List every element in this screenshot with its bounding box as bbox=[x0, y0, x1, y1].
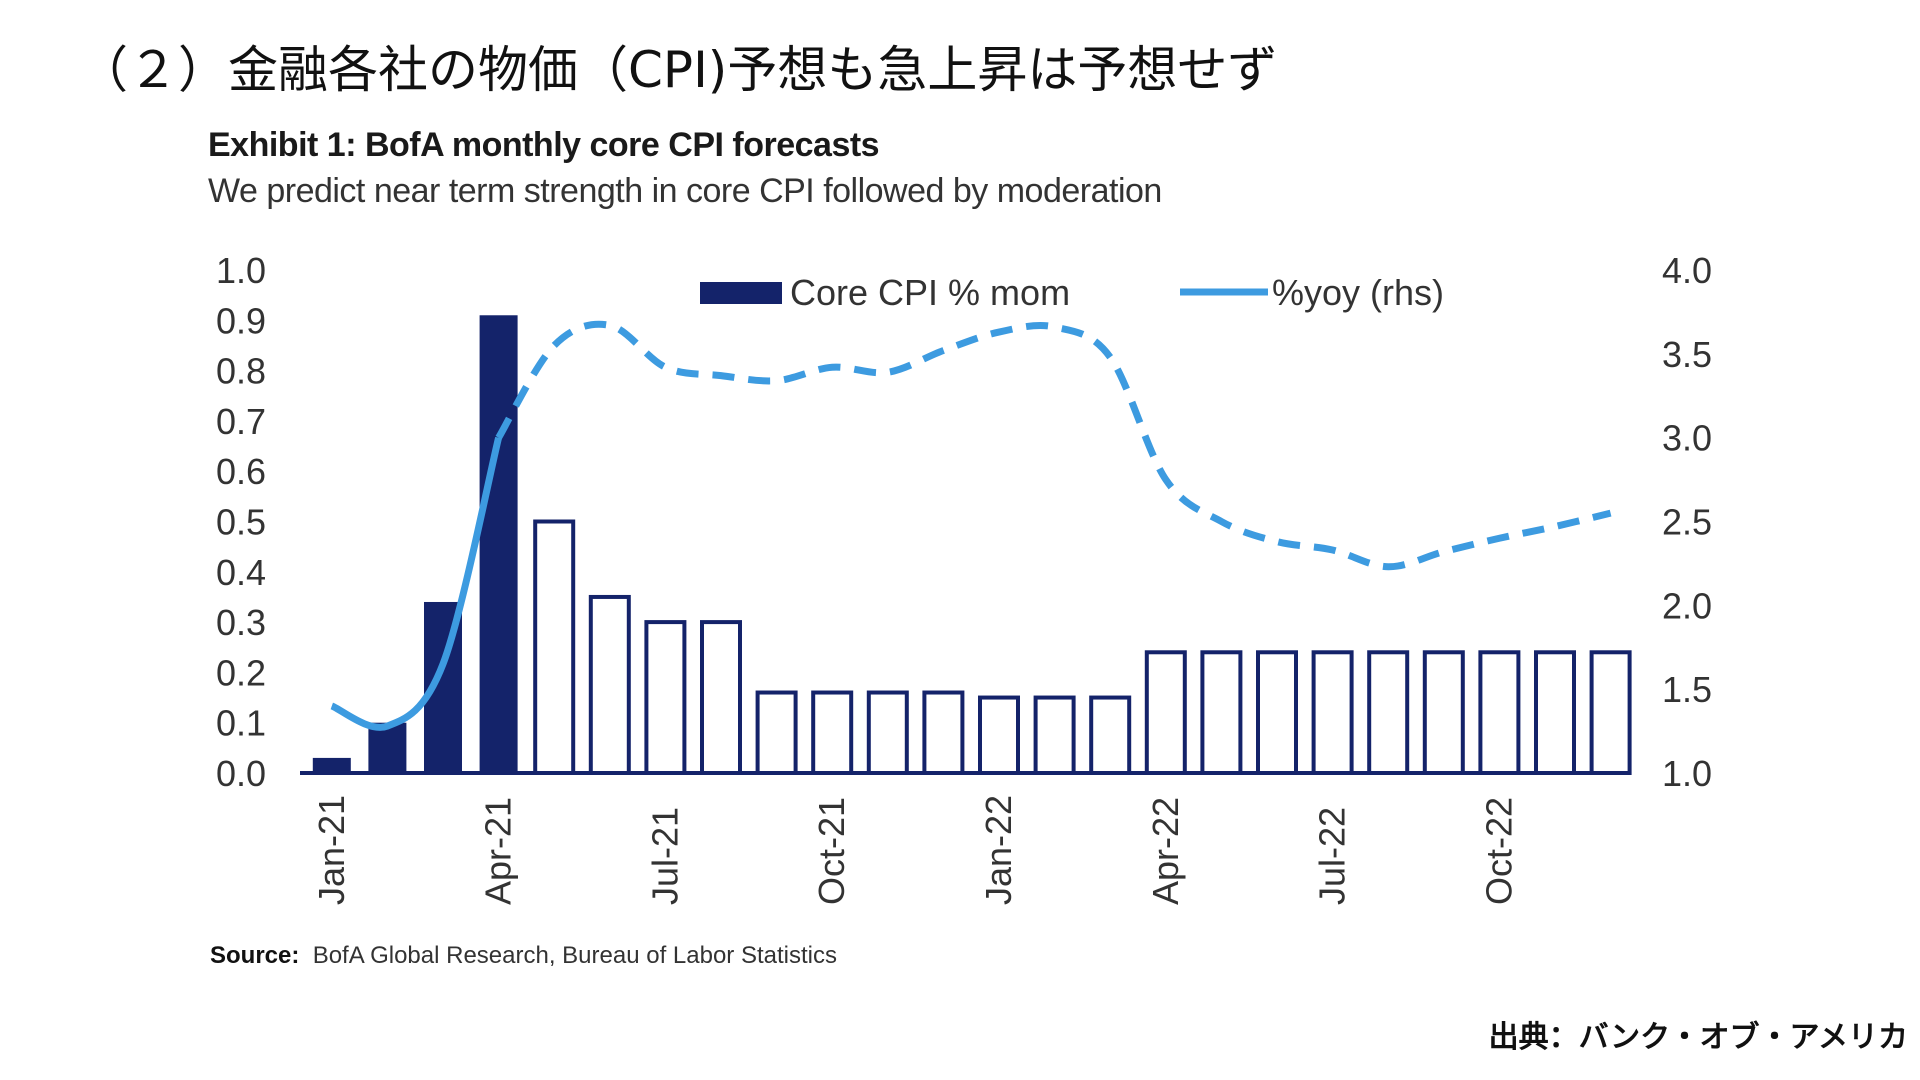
y-left-tick-label: 0.8 bbox=[216, 351, 266, 392]
bar-forecast bbox=[1144, 650, 1187, 776]
credit-note: 出典：バンク・オブ・アメリカ bbox=[1488, 1020, 1908, 1055]
y-right-tick-label: 2.5 bbox=[1662, 502, 1712, 543]
bar-forecast bbox=[1589, 650, 1632, 776]
source-label: Source: bbox=[210, 942, 300, 969]
bar-forecast bbox=[1311, 650, 1354, 776]
y-right-tick-label: 2.0 bbox=[1662, 585, 1712, 626]
chart-title: Exhibit 1: BofA monthly core CPI forecas… bbox=[208, 126, 880, 164]
y-right-tick-label: 1.5 bbox=[1662, 669, 1712, 710]
y-right-tick-label: 1.0 bbox=[1662, 753, 1712, 794]
y-left-tick-label: 0.3 bbox=[216, 602, 266, 643]
y-right-tick-label: 3.5 bbox=[1662, 334, 1712, 375]
bar-forecast bbox=[700, 620, 742, 775]
y-left-tick-label: 1.0 bbox=[216, 250, 266, 291]
y-left-tick-label: 0.9 bbox=[216, 300, 266, 341]
bar-forecast bbox=[1089, 695, 1132, 775]
page-title: （２）金融各社の物価（CPI)予想も急上昇は予想せず bbox=[78, 41, 1278, 99]
x-tick-label: Apr-21 bbox=[478, 797, 519, 905]
x-tick-label: Jul-22 bbox=[1312, 807, 1353, 905]
bar-forecast bbox=[644, 620, 687, 775]
y-left-tick-label: 0.4 bbox=[216, 552, 266, 593]
y-axis-left: 1.0 0.9 0.8 0.7 0.6 0.5 0.4 0.3 0.2 0.1 0.0 bbox=[216, 250, 266, 794]
bar-forecast bbox=[588, 594, 631, 776]
bar-forecast bbox=[866, 690, 909, 776]
legend-label-bar: Core CPI % mom bbox=[790, 272, 1070, 313]
bar-forecast bbox=[978, 695, 1020, 775]
legend: Core CPI % mom %yoy (rhs) bbox=[700, 272, 1444, 313]
bar-forecast bbox=[811, 690, 854, 776]
source-note: Source: BofA Global Research, Bureau of … bbox=[210, 942, 837, 970]
bar-forecast bbox=[1200, 650, 1243, 776]
y-left-tick-label: 0.0 bbox=[216, 753, 266, 794]
bar-forecast bbox=[755, 690, 798, 776]
y-right-tick-label: 3.0 bbox=[1662, 418, 1712, 459]
y-left-tick-label: 0.2 bbox=[216, 652, 266, 693]
y-left-tick-label: 0.5 bbox=[216, 502, 266, 543]
bar-forecast bbox=[922, 690, 965, 776]
y-axis-right: 4.0 3.5 3.0 2.5 2.0 1.5 1.0 bbox=[1662, 250, 1712, 794]
y-left-tick-label: 0.1 bbox=[216, 703, 266, 744]
bar-actual bbox=[479, 315, 518, 773]
bar-forecast bbox=[1256, 650, 1298, 776]
bar-actual bbox=[312, 757, 351, 773]
y-left-tick-label: 0.6 bbox=[216, 451, 266, 492]
x-tick-label: Jan-22 bbox=[978, 795, 1019, 905]
source-text: BofA Global Research, Bureau of Labor St… bbox=[312, 942, 837, 969]
chart-subtitle: We predict near term strength in core CP… bbox=[208, 172, 1162, 210]
x-tick-label: Apr-22 bbox=[1145, 797, 1186, 905]
x-tick-label: Oct-22 bbox=[1478, 797, 1519, 905]
bar-series bbox=[312, 315, 1632, 776]
bar-forecast bbox=[1367, 650, 1410, 776]
bar-actual bbox=[368, 722, 407, 773]
bar-forecast bbox=[533, 519, 576, 775]
y-left-tick-label: 0.7 bbox=[216, 401, 266, 442]
bar-forecast bbox=[1422, 650, 1465, 776]
x-tick-label: Jul-21 bbox=[644, 807, 685, 905]
x-axis: Jan-21 Apr-21 Jul-21 Oct-21 Jan-22 Apr-22 Jul-… bbox=[311, 795, 1520, 905]
line-actual bbox=[330, 436, 502, 731]
legend-label-line: %yoy (rhs) bbox=[1272, 272, 1444, 313]
x-tick-label: Oct-21 bbox=[811, 797, 852, 905]
line-forecast bbox=[495, 320, 1612, 571]
y-right-tick-label: 4.0 bbox=[1662, 250, 1712, 291]
x-tick-label: Jan-21 bbox=[311, 795, 352, 905]
line-series bbox=[330, 320, 1612, 731]
bar-forecast bbox=[1478, 650, 1521, 776]
bar-forecast bbox=[1534, 650, 1576, 776]
bar-forecast bbox=[1033, 695, 1076, 775]
legend-swatch-bar bbox=[700, 282, 782, 304]
